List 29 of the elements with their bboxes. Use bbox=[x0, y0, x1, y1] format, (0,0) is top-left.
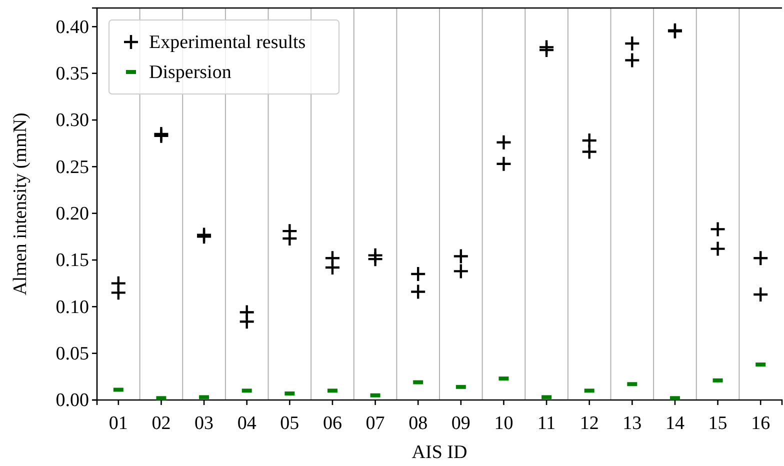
x-tick-label: 04 bbox=[237, 412, 257, 434]
y-tick-label: 0.10 bbox=[56, 296, 89, 318]
x-tick-label: 10 bbox=[494, 412, 514, 434]
x-tick-label: 03 bbox=[194, 412, 214, 434]
legend-label: Dispersion bbox=[149, 62, 232, 83]
y-tick-label: 0.00 bbox=[56, 390, 89, 412]
x-tick-label: 07 bbox=[366, 412, 385, 434]
x-tick-label: 06 bbox=[322, 412, 342, 434]
y-tick-label: 0.20 bbox=[56, 203, 89, 224]
x-tick-label: 02 bbox=[152, 412, 171, 434]
x-tick-label: 01 bbox=[108, 412, 128, 434]
legend-label: Experimental results bbox=[149, 32, 306, 53]
x-tick-label: 15 bbox=[708, 412, 728, 434]
x-tick-label: 05 bbox=[280, 412, 300, 434]
y-tick-label: 0.05 bbox=[56, 343, 89, 364]
y-tick-label: 0.40 bbox=[56, 16, 89, 38]
x-tick-label: 11 bbox=[537, 412, 556, 434]
x-tick-label: 09 bbox=[451, 412, 470, 434]
y-axis-title: Almen intensity (mmN) bbox=[10, 112, 31, 296]
y-tick-label: 0.15 bbox=[56, 250, 89, 272]
y-tick-label: 0.35 bbox=[56, 63, 89, 84]
x-tick-label: 13 bbox=[622, 412, 642, 434]
x-tick-label: 16 bbox=[751, 412, 770, 434]
x-axis-title: AIS ID bbox=[412, 442, 468, 463]
x-tick-label: 12 bbox=[580, 412, 599, 434]
x-tick-label: 08 bbox=[408, 412, 428, 434]
x-tick-label: 14 bbox=[665, 412, 685, 434]
y-tick-label: 0.30 bbox=[56, 110, 89, 132]
y-tick-label: 0.25 bbox=[56, 156, 89, 178]
